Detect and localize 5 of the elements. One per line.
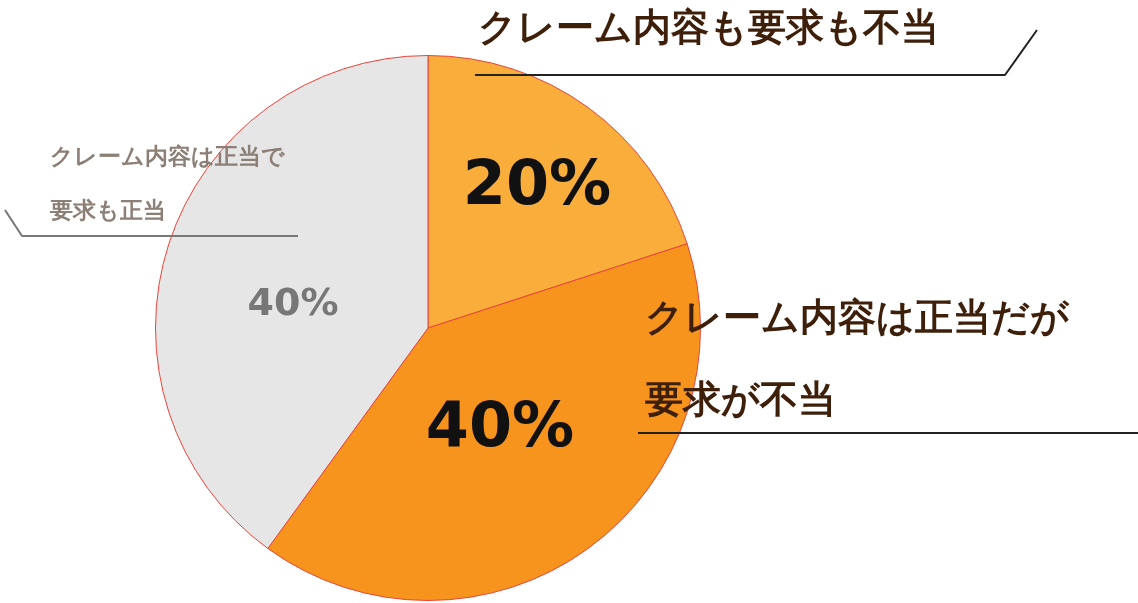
data-label: 40% bbox=[247, 279, 339, 324]
data-label: 20% bbox=[462, 146, 612, 220]
slice-label: クレーム内容も要求も不当 bbox=[478, 4, 939, 49]
category-label: クレーム内容は正当で要求も正当 bbox=[50, 142, 285, 223]
data-label: 40% bbox=[425, 388, 575, 462]
